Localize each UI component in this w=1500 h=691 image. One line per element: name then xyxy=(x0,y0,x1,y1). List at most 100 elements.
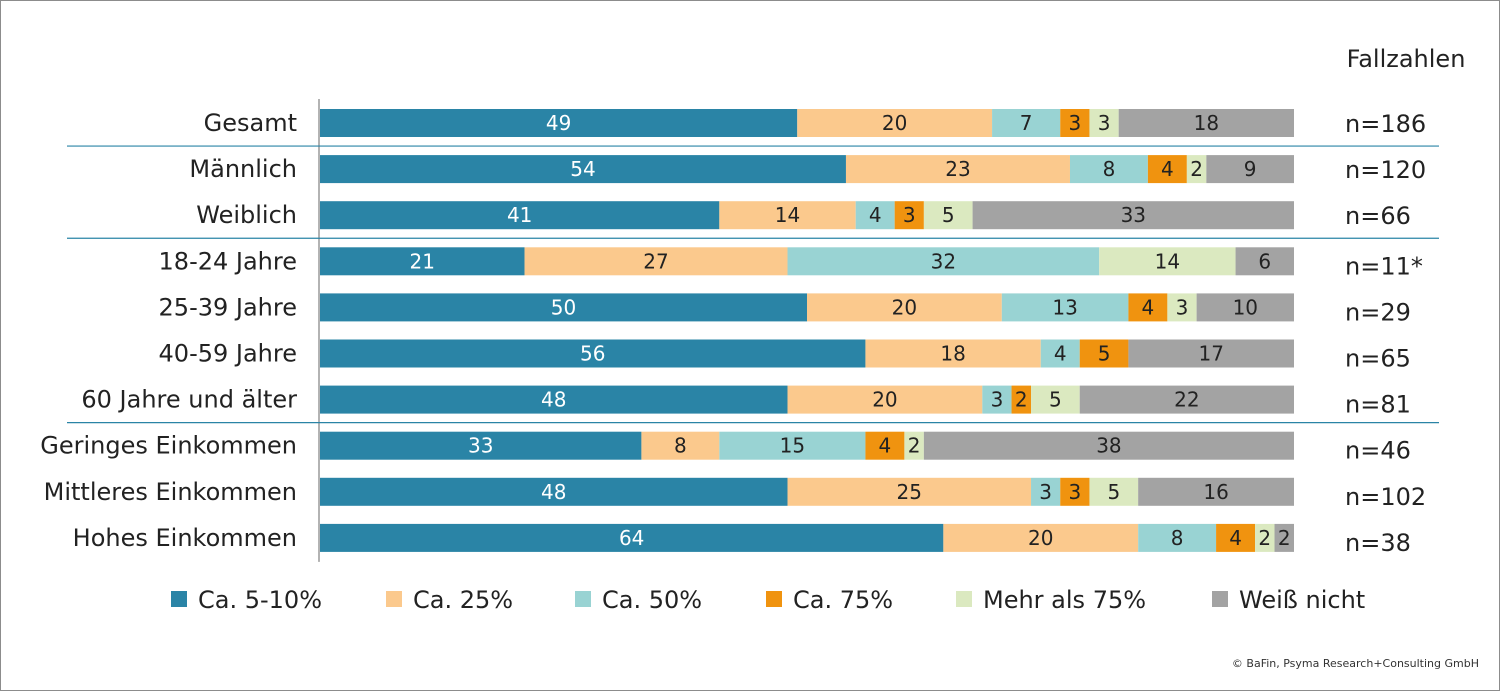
legend-label: Ca. 75% xyxy=(793,586,893,614)
bar-segment xyxy=(1079,385,1294,414)
legend-swatch xyxy=(766,591,782,607)
bar-value-label: 64 xyxy=(619,526,644,550)
bar-segment xyxy=(855,201,895,230)
bar-value-label: 15 xyxy=(780,434,805,458)
bar-segment xyxy=(1216,523,1256,552)
bar-value-label: 3 xyxy=(1176,295,1189,319)
bar-segment xyxy=(320,155,846,184)
legend-item: Ca. 5-10% xyxy=(171,586,322,614)
legend-item: Mehr als 75% xyxy=(956,586,1146,614)
bar-segment xyxy=(1011,385,1032,414)
bar-row: Männlich 54 23 8 4 2 9 n=120 xyxy=(189,155,1426,184)
bar-value-label: 4 xyxy=(1161,157,1174,181)
category-label: Gesamt xyxy=(204,109,297,137)
bar-value-label: 4 xyxy=(879,434,892,458)
sample-size-label: n=29 xyxy=(1345,298,1411,326)
bar-segment xyxy=(865,431,905,460)
bar-value-label: 3 xyxy=(1068,111,1081,135)
legend-item: Ca. 75% xyxy=(766,586,893,614)
legend-label: Weiß nicht xyxy=(1239,586,1365,614)
bar-segment xyxy=(1274,523,1294,552)
bar-value-label: 13 xyxy=(1052,295,1077,319)
sample-size-label: n=38 xyxy=(1345,529,1411,557)
bar-value-label: 2 xyxy=(908,434,921,458)
bar-segment xyxy=(807,293,1002,322)
bar-value-label: 50 xyxy=(551,295,576,319)
bar-segment xyxy=(1138,477,1294,506)
bar-segment xyxy=(1079,339,1129,368)
bar-segment xyxy=(1031,385,1080,414)
bar-value-label: 27 xyxy=(643,249,668,273)
bar-segment xyxy=(1099,247,1236,276)
bar-value-label: 8 xyxy=(1103,157,1116,181)
bar-value-label: 5 xyxy=(1049,388,1062,412)
bar-segment xyxy=(320,431,642,460)
bar-row: Hohes Einkommen 64 20 8 4 2 2 n=38 xyxy=(73,523,1411,557)
bar-value-label: 18 xyxy=(1194,111,1219,135)
bar-value-label: 14 xyxy=(1155,249,1180,273)
bar-segment xyxy=(1060,477,1090,506)
bar-value-label: 33 xyxy=(1121,203,1146,227)
copyright-footer: © BaFin, Psyma Research+Consulting GmbH xyxy=(1232,657,1479,670)
bar-row: Mittleres Einkommen 48 25 3 3 5 16 n=102 xyxy=(44,477,1426,511)
bar-segment xyxy=(320,339,866,368)
category-label: Weiblich xyxy=(196,201,297,229)
bar-value-label: 9 xyxy=(1244,157,1257,181)
bar-row: 40-59 Jahre 56 18 4 5 17 n=65 xyxy=(159,339,1411,373)
bar-value-label: 22 xyxy=(1174,388,1199,412)
bar-segment xyxy=(320,201,720,230)
bar-segment xyxy=(787,385,983,414)
sample-size-label: n=186 xyxy=(1345,110,1426,138)
bar-segment xyxy=(787,247,1100,276)
bar-value-label: 6 xyxy=(1258,249,1271,273)
bar-value-label: 8 xyxy=(674,434,687,458)
bar-segment xyxy=(1128,339,1294,368)
sample-size-label: n=102 xyxy=(1345,483,1426,511)
bar-segment xyxy=(1196,293,1294,322)
bar-segment xyxy=(1128,293,1168,322)
bar-segment xyxy=(1206,155,1294,184)
bar-segment xyxy=(1118,109,1294,137)
bar-value-label: 3 xyxy=(903,203,916,227)
bar-value-label: 48 xyxy=(541,480,566,504)
bar-row: Gesamt 49 20 7 3 3 18 n=186 xyxy=(204,109,1426,138)
bar-segment xyxy=(865,339,1041,368)
bar-value-label: 54 xyxy=(570,157,595,181)
bar-value-label: 17 xyxy=(1198,342,1223,366)
bar-value-label: 3 xyxy=(1098,111,1111,135)
legend-item: Ca. 25% xyxy=(386,586,513,614)
bar-value-label: 23 xyxy=(945,157,970,181)
bar-segment xyxy=(320,293,807,322)
legend-swatch xyxy=(575,591,591,607)
bar-value-label: 3 xyxy=(1068,480,1081,504)
bar-value-label: 3 xyxy=(991,388,1004,412)
n-column-header: Fallzahlen xyxy=(1347,45,1466,73)
bar-value-label: 5 xyxy=(1107,480,1120,504)
bar-value-label: 7 xyxy=(1020,111,1033,135)
sample-size-label: n=120 xyxy=(1345,156,1426,184)
bar-segment xyxy=(320,385,788,414)
bar-row: 25-39 Jahre 50 20 13 4 3 10 n=29 xyxy=(159,293,1411,326)
bar-value-label: 4 xyxy=(1142,295,1155,319)
bar-value-label: 20 xyxy=(872,388,897,412)
bar-segment xyxy=(1089,109,1119,137)
bar-value-label: 20 xyxy=(892,295,917,319)
legend-item: Ca. 50% xyxy=(575,586,702,614)
bar-value-label: 2 xyxy=(1258,526,1271,550)
bar-value-label: 4 xyxy=(869,203,882,227)
bar-value-label: 4 xyxy=(1229,526,1242,550)
bar-segment xyxy=(320,523,944,552)
legend-swatch xyxy=(1212,591,1228,607)
bar-value-label: 33 xyxy=(468,434,493,458)
bar-segment xyxy=(1167,293,1197,322)
bar-segment xyxy=(1060,109,1090,137)
bar-value-label: 14 xyxy=(775,203,800,227)
bar-row: 18-24 Jahre 21 27 32 14 6 n=11* xyxy=(159,247,1423,280)
legend-swatch xyxy=(956,591,972,607)
bar-value-label: 16 xyxy=(1203,480,1228,504)
bar-segment xyxy=(1186,155,1207,184)
bar-value-label: 20 xyxy=(882,111,907,135)
bar-value-label: 4 xyxy=(1054,342,1067,366)
bar-segment xyxy=(320,247,525,276)
sample-size-label: n=46 xyxy=(1345,437,1411,465)
